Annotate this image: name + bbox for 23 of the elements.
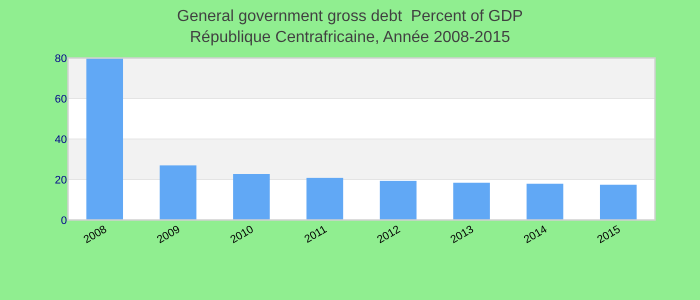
bar	[526, 184, 564, 220]
x-tick-label: 2015	[595, 223, 623, 246]
x-tick-label: 2008	[82, 223, 109, 246]
chart-subtitle: République Centrafricaine, Année 2008-2015	[190, 28, 510, 46]
bar	[600, 184, 637, 220]
x-tick-label: 2011	[302, 223, 330, 246]
x-tick-label: 2014	[522, 223, 550, 246]
y-tick-label: 20	[54, 174, 67, 186]
x-tick-label: 2012	[375, 223, 402, 246]
bar	[86, 58, 124, 220]
y-tick-label: 40	[54, 134, 67, 146]
bar	[306, 178, 344, 220]
x-tick-label: 2013	[448, 223, 476, 246]
y-tick-label: 0	[60, 214, 67, 227]
bar	[233, 174, 270, 220]
x-tick-label: 2009	[155, 223, 182, 246]
x-tick-label: 2010	[228, 223, 256, 246]
bar	[453, 182, 490, 220]
chart-title: General government gross debt Percent of GDP	[177, 8, 523, 25]
bar	[380, 180, 417, 220]
y-tick-label: 80	[54, 52, 67, 65]
y-tick-label: 60	[54, 93, 67, 106]
bar	[160, 165, 196, 220]
